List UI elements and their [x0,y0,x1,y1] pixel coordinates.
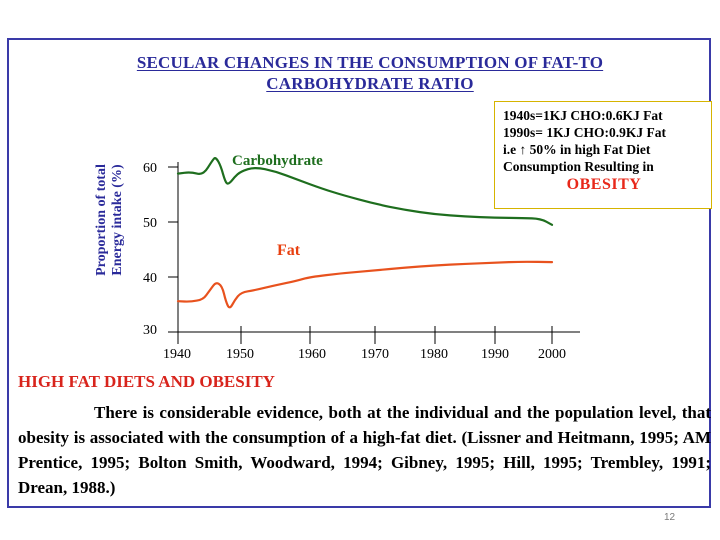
annotation-box: 1940s=1KJ CHO:0.6KJ Fat 1990s= 1KJ CHO:0… [494,101,712,209]
x-tick-label-1960: 1960 [298,347,326,362]
series-line-carbohydrate [176,157,554,226]
annotation-line-2: 1990s= 1KJ CHO:0.9KJ Fat [503,125,666,140]
x-tick-label-1990: 1990 [481,347,509,362]
x-tick-label-1970: 1970 [361,347,389,362]
annotation-line-3: i.e ↑ 50% in high Fat Diet [503,142,651,157]
page-number: 12 [664,512,676,523]
series-line-fat [176,260,554,309]
title-line-2: CARBOHYDRATE RATIO [266,74,474,93]
y-tick-label-40: 40 [143,271,157,286]
x-tick-label-2000: 2000 [538,347,566,362]
y-tick-label-60: 60 [143,161,157,176]
y-axis: 60 50 40 30 [143,161,179,338]
x-tick-label-1980: 1980 [420,347,448,362]
annotation-line-4: Consumption Resulting in [503,159,654,174]
series-label-fat: Fat [277,242,301,259]
x-tick-label-1940: 1940 [163,347,191,362]
section-heading: HIGH FAT DIETS AND OBESITY [18,372,275,391]
annotation-line-1: 1940s=1KJ CHO:0.6KJ Fat [503,108,663,123]
title-line-1: SECULAR CHANGES IN THE CONSUMPTION OF FA… [136,53,604,72]
section-body: There is considerable evidence, both at … [18,403,711,497]
y-tick-label-30: 30 [143,323,157,338]
slide-title: SECULAR CHANGES IN THE CONSUMPTION OF FA… [60,52,680,94]
series-label-carbohydrate: Carbohydrate [232,153,323,169]
x-axis: 1940 1950 1960 1970 1980 1990 2000 [163,326,580,362]
x-tick-label-1950: 1950 [226,347,254,362]
y-tick-label-50: 50 [143,216,157,231]
annotation-obesity: OBESITY [566,176,642,193]
slide-frame [7,38,711,508]
